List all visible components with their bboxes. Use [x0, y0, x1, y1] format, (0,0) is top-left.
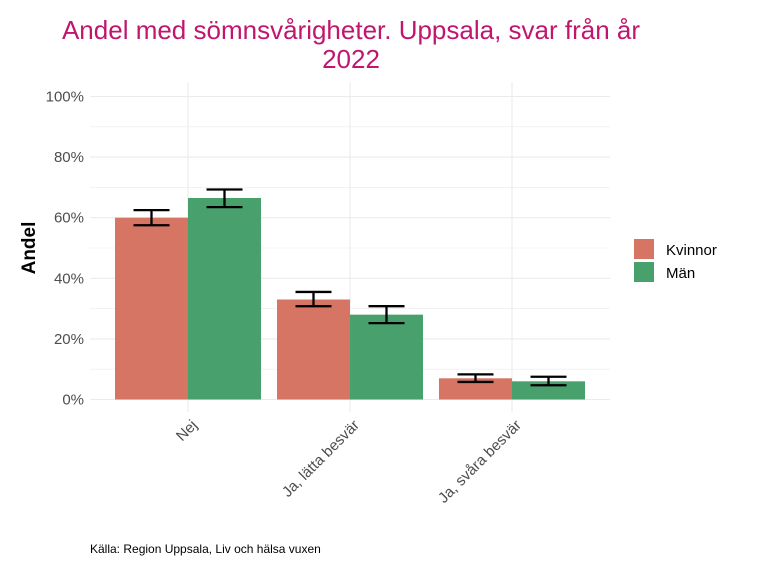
x-tick-label: Nej — [173, 417, 201, 445]
error-bar — [133, 208, 170, 227]
error-bar — [530, 375, 567, 387]
error-bar — [206, 188, 243, 209]
error-bars — [133, 188, 567, 387]
bar-kvinnor-2 — [439, 378, 512, 400]
error-bar — [457, 373, 494, 384]
chart-title-line: 2022 — [322, 44, 380, 74]
y-tick-label: 20% — [54, 331, 84, 348]
legend-swatch — [634, 262, 654, 282]
legend-label: Män — [666, 265, 695, 282]
legend-swatch — [634, 239, 654, 259]
bar-m-n-0 — [188, 198, 261, 400]
error-bar — [295, 290, 332, 308]
x-tick-label: Ja, svåra besvär — [435, 417, 525, 507]
bar-m-n-1 — [350, 314, 423, 400]
y-axis-label: Andel — [19, 222, 40, 275]
legend: Kvinnor Män — [634, 239, 717, 282]
x-axis-ticks: Nej Ja, lätta besvär Ja, svåra besvär — [173, 417, 525, 507]
error-bar — [368, 305, 405, 325]
legend-label: Kvinnor — [666, 242, 717, 259]
bar-kvinnor-0 — [115, 217, 188, 400]
bars — [115, 198, 585, 400]
y-axis-ticks: 0% 20% 40% 60% 80% 100% — [46, 89, 84, 409]
bar-m-n-2 — [512, 381, 585, 400]
x-tick-label: Ja, lätta besvär — [279, 417, 363, 501]
y-tick-label: 60% — [54, 210, 84, 227]
y-tick-label: 0% — [62, 392, 84, 409]
y-tick-label: 40% — [54, 270, 84, 287]
y-tick-label: 80% — [54, 149, 84, 166]
chart-title-line: Andel med sömnsvårigheter. Uppsala, svar… — [62, 15, 640, 45]
chart-title: Andel med sömnsvårigheter. Uppsala, svar… — [62, 15, 640, 74]
y-tick-label: 100% — [46, 89, 84, 106]
caption: Källa: Region Uppsala, Liv och hälsa vux… — [90, 542, 321, 556]
bar-kvinnor-1 — [277, 299, 350, 400]
